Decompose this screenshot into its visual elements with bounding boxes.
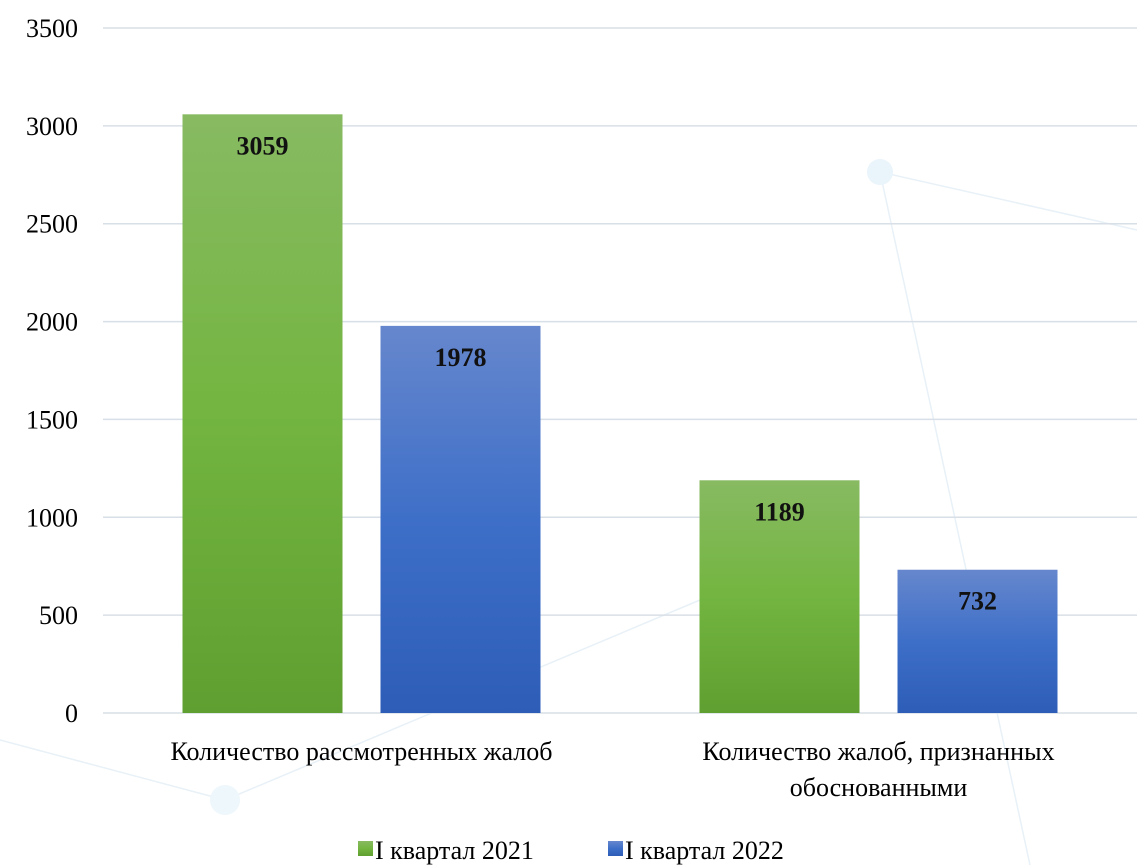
y-tick-label: 3500 (26, 14, 78, 43)
y-tick-label: 1500 (26, 405, 78, 434)
data-label: 732 (958, 587, 997, 616)
y-axis: 0 500 1000 1500 2000 2500 3000 3500 (26, 14, 78, 728)
y-tick-label: 0 (65, 699, 78, 728)
bar (182, 114, 343, 713)
legend-entry: I квартал 2021 (375, 836, 534, 865)
y-tick-label: 500 (39, 601, 78, 630)
legend-swatch (608, 841, 623, 856)
x-axis: Количество рассмотренных жалоб Количество… (170, 737, 1054, 802)
data-label: 1189 (754, 497, 805, 526)
bars (182, 114, 1058, 713)
data-labels: 3059 1978 1189 732 (237, 131, 998, 615)
x-category-label: Количество жалоб, признанных (702, 737, 1054, 766)
y-tick-label: 1000 (26, 503, 78, 532)
data-label: 1978 (435, 343, 487, 372)
x-category-label: Количество рассмотренных жалоб (170, 737, 552, 766)
bar (380, 325, 541, 713)
legend-entry: I квартал 2022 (625, 836, 784, 865)
data-label: 3059 (237, 131, 289, 160)
bar (699, 480, 860, 713)
legend: I квартал 2021 I квартал 2022 (358, 836, 784, 865)
y-tick-label: 3000 (26, 112, 78, 141)
legend-swatch (358, 841, 373, 856)
x-category-label: обоснованными (790, 773, 968, 802)
y-tick-label: 2500 (26, 210, 78, 239)
bar (897, 569, 1058, 713)
y-tick-label: 2000 (26, 308, 78, 337)
